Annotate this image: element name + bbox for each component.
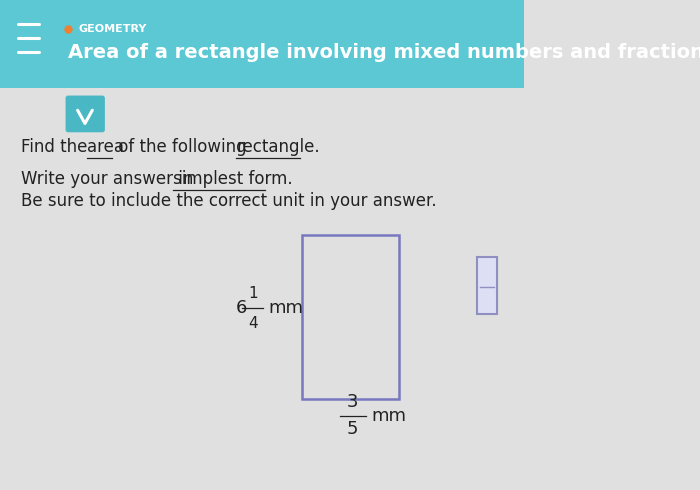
Bar bbox=[477, 257, 497, 314]
Text: rectangle.: rectangle. bbox=[236, 138, 320, 156]
FancyBboxPatch shape bbox=[0, 0, 524, 88]
Bar bbox=[302, 235, 398, 399]
Text: 6: 6 bbox=[236, 299, 247, 318]
Text: Write your answer in: Write your answer in bbox=[21, 170, 199, 188]
Text: 4: 4 bbox=[248, 316, 258, 331]
Text: simplest form.: simplest form. bbox=[173, 170, 293, 188]
Text: Area of a rectangle involving mixed numbers and fractions: Area of a rectangle involving mixed numb… bbox=[68, 43, 700, 62]
Text: Find the: Find the bbox=[21, 138, 92, 156]
Text: Be sure to include the correct unit in your answer.: Be sure to include the correct unit in y… bbox=[21, 192, 437, 210]
Text: of the following: of the following bbox=[113, 138, 252, 156]
Text: GEOMETRY: GEOMETRY bbox=[78, 24, 147, 34]
Text: 5: 5 bbox=[347, 420, 358, 438]
Text: area: area bbox=[87, 138, 124, 156]
Text: 3: 3 bbox=[347, 393, 358, 411]
Text: mm: mm bbox=[371, 407, 406, 424]
Text: mm: mm bbox=[269, 299, 304, 318]
FancyBboxPatch shape bbox=[66, 96, 105, 132]
Text: 1: 1 bbox=[248, 286, 258, 301]
